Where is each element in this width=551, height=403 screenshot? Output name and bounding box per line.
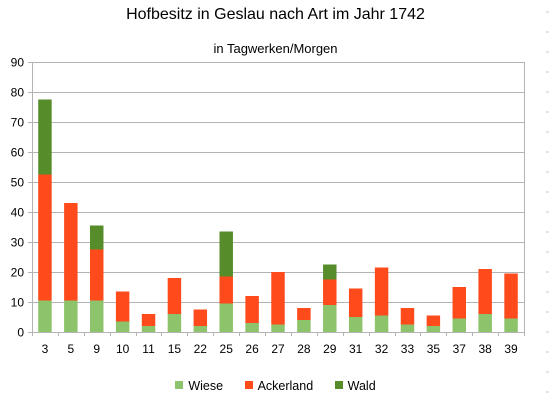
legend-label-wiese: Wiese	[188, 378, 224, 393]
x-tick-label: 26	[245, 342, 259, 356]
bar-ackerland-26	[245, 296, 259, 323]
x-tick-label: 28	[297, 342, 311, 356]
y-tick-label: 20	[11, 266, 25, 280]
y-tick-label: 80	[11, 86, 25, 100]
x-tick-label: 15	[168, 342, 182, 356]
bar-wiese-9	[90, 300, 104, 332]
bar-ackerland-32	[374, 267, 389, 316]
legend-label-wald: Wald	[347, 378, 376, 393]
y-tick-label: 10	[11, 296, 25, 310]
legend-label-ackerland: Ackerland	[257, 378, 314, 393]
x-tick-label: 37	[453, 342, 467, 356]
bar-wiese-5	[64, 300, 78, 332]
chart-title: Hofbesitz in Geslau nach Art im Jahr 174…	[126, 6, 425, 23]
bar-wiese-37	[452, 318, 466, 332]
bar-wald-25	[219, 231, 233, 277]
legend-item-wiese: Wiese	[175, 379, 223, 393]
y-tick-label: 30	[11, 236, 25, 250]
x-tick-label: 32	[375, 342, 389, 356]
bar-ackerland-27	[271, 272, 285, 325]
bar-ackerland-3	[38, 174, 52, 301]
bar-ackerland-15	[167, 278, 182, 314]
bar-wiese-35	[426, 326, 441, 332]
chart-legend: Wiese Ackerland Wald	[0, 378, 551, 393]
y-tick-label: 70	[11, 116, 25, 130]
bar-ackerland-33	[400, 308, 415, 325]
y-tick-label: 90	[11, 56, 25, 70]
bar-ackerland-5	[64, 203, 78, 301]
bar-ackerland-11	[141, 314, 156, 326]
bar-ackerland-9	[90, 249, 104, 301]
bar-wiese-27	[271, 324, 285, 332]
bar-wiese-32	[374, 315, 389, 332]
x-tick-label: 39	[504, 342, 518, 356]
x-tick-label: 27	[271, 342, 285, 356]
x-tick-label: 11	[142, 342, 155, 356]
bar-wiese-3	[38, 300, 52, 332]
bar-ackerland-22	[193, 309, 208, 326]
bar-ackerland-31	[348, 288, 363, 317]
bar-wald-3	[38, 99, 52, 175]
x-tick-label: 35	[427, 342, 441, 356]
x-tick-label: 33	[401, 342, 415, 356]
x-tick-label: 3	[42, 342, 49, 356]
x-tick-label: 5	[67, 342, 74, 356]
bar-wiese-38	[478, 314, 492, 332]
y-tick-label: 40	[11, 206, 25, 220]
bar-ackerland-35	[426, 315, 441, 326]
bar-wiese-25	[219, 303, 233, 332]
bar-wiese-22	[193, 326, 208, 332]
x-tick-label: 38	[478, 342, 492, 356]
x-tick-label: 31	[349, 342, 363, 356]
bar-wald-9	[90, 225, 104, 250]
x-tick-label: 22	[194, 342, 208, 356]
y-tick-label: 0	[17, 326, 24, 340]
bar-wiese-29	[323, 305, 337, 332]
bar-wiese-31	[348, 317, 363, 332]
bar-ackerland-38	[478, 269, 492, 314]
bar-wiese-33	[400, 324, 415, 332]
bar-wiese-28	[297, 320, 311, 332]
bar-wiese-10	[115, 321, 130, 332]
bar-wald-29	[323, 264, 337, 280]
bar-ackerland-10	[115, 291, 130, 322]
chart-subtitle: in Tagwerken/Morgen	[213, 41, 338, 56]
legend-swatch-ackerland	[244, 381, 253, 390]
y-tick-label: 60	[11, 146, 25, 160]
bar-wiese-11	[141, 326, 156, 332]
legend-item-ackerland: Ackerland	[244, 378, 314, 393]
x-tick-label: 25	[220, 342, 234, 356]
legend-swatch-wiese	[175, 381, 184, 390]
legend-item-wald: Wald	[334, 378, 376, 393]
bar-wiese-26	[245, 323, 259, 332]
bar-ackerland-28	[297, 308, 311, 320]
x-tick-label: 29	[323, 342, 337, 356]
legend-swatch-wald	[334, 381, 343, 390]
x-tick-label: 10	[116, 342, 130, 356]
bar-ackerland-25	[219, 276, 233, 304]
bar-wiese-15	[167, 314, 182, 332]
bar-ackerland-39	[504, 273, 518, 319]
x-tick-label: 9	[93, 342, 100, 356]
y-tick-label: 50	[11, 176, 25, 190]
bar-wiese-39	[504, 318, 518, 332]
bar-ackerland-37	[452, 287, 466, 319]
bar-ackerland-29	[323, 279, 337, 305]
